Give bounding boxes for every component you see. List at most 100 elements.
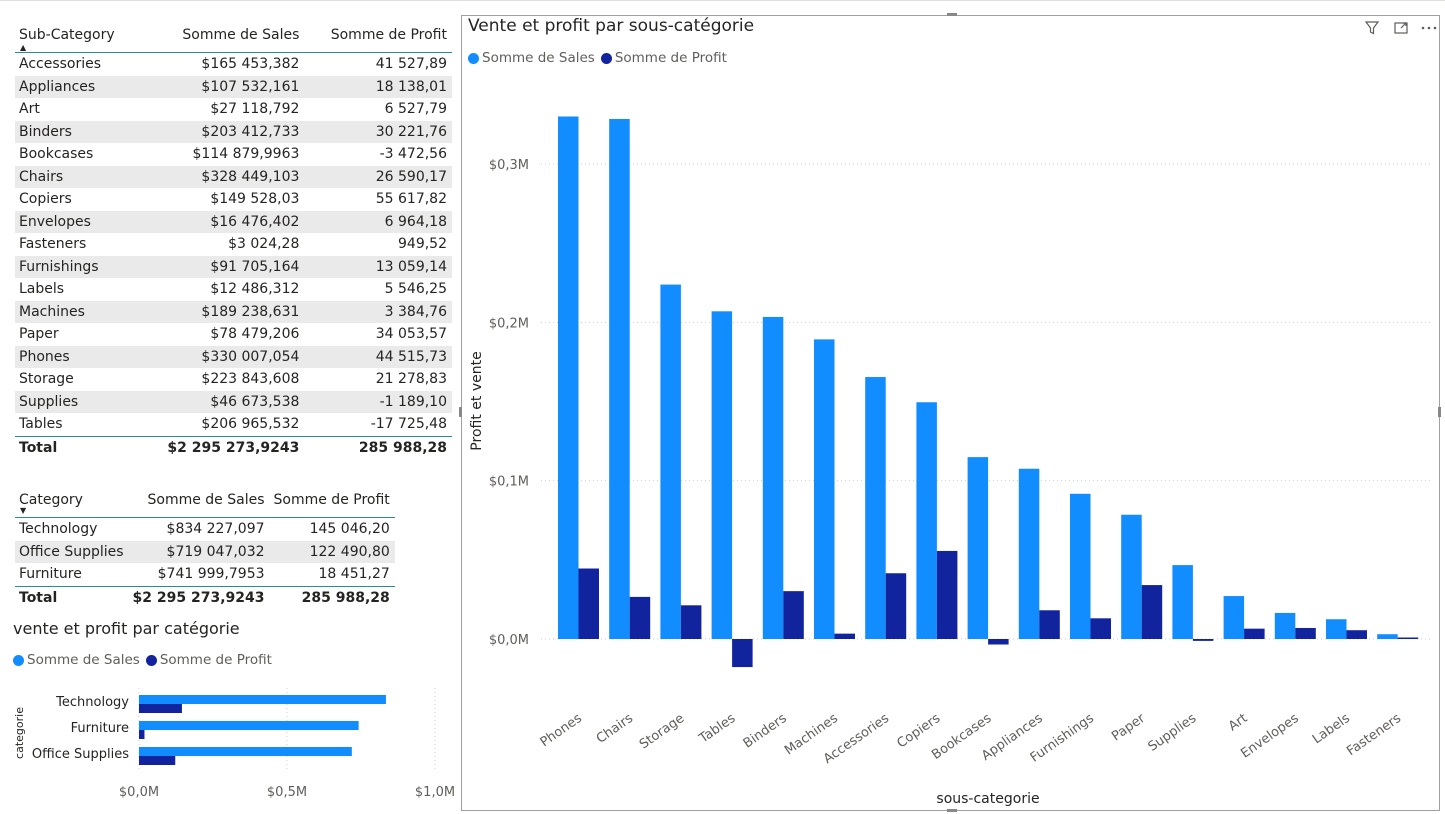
bar-sales [139, 695, 386, 704]
profit-cell: -3 472,56 [379, 146, 447, 163]
sort-ascending-icon[interactable]: ▲ [20, 43, 27, 52]
sales-cell: $330 007,054 [138, 345, 305, 368]
column-header-category[interactable]: Category [19, 492, 83, 508]
table-row[interactable]: Technology $834 227,097 145 046,20 [15, 518, 395, 541]
total-sales: $2 295 273,9243 [167, 439, 300, 456]
table-row[interactable]: Envelopes $16 476,402 6 964,18 [15, 210, 452, 233]
y-tick-label: $0,3M [489, 158, 529, 173]
table-row[interactable]: Supplies $46 673,538 -1 189,10 [15, 390, 452, 413]
row-label: Machines [15, 300, 139, 323]
column-header-sales[interactable]: Somme de Sales [182, 27, 300, 43]
bar-profit [680, 605, 702, 639]
table-row[interactable]: Furnishings $91 705,164 13 059,14 [15, 255, 452, 278]
sales-cell: $834 227,097 [166, 521, 265, 538]
table-row[interactable]: Furniture $741 999,7953 18 451,27 [15, 563, 395, 586]
table-row[interactable]: Art $27 118,792 6 527,79 [15, 98, 452, 121]
category-bar-chart[interactable]: $0,0M $0,5M $1,0M Technology Furniture Office… [0, 675, 460, 814]
row-label: Appliances [15, 75, 139, 98]
x-tick-label: Paper [1109, 711, 1148, 745]
row-label: Copiers [19, 191, 72, 208]
table-row[interactable]: Office Supplies $719 047,032 122 490,80 [15, 540, 395, 563]
bar-sales [1274, 612, 1296, 639]
row-label: Chairs [15, 165, 139, 188]
table-row[interactable]: Fasteners $3 024,28 949,52 [15, 233, 452, 256]
column-header-sales[interactable]: Somme de Sales [147, 492, 265, 508]
bar-profit [1090, 618, 1111, 639]
sales-cell: $149 528,03 [210, 191, 300, 208]
sales-cell: $3 024,28 [228, 236, 300, 253]
column-header-subcategory[interactable]: Sub-Category [19, 27, 115, 43]
table-row[interactable]: Copiers $149 528,03 55 617,82 [15, 188, 452, 211]
legend-item-profit[interactable]: Somme de Profit [145, 652, 272, 668]
legend-item-sales[interactable]: Somme de Sales [468, 50, 595, 66]
table-row[interactable]: Appliances $107 532,161 18 138,01 [15, 75, 452, 98]
column-header-profit[interactable]: Somme de Profit [330, 27, 447, 43]
bar-profit [1346, 630, 1367, 639]
legend-item-profit[interactable]: Somme de Profit [600, 50, 727, 66]
profit-cell: 34 053,57 [375, 326, 447, 343]
sales-cell: $27 118,792 [210, 101, 300, 118]
legend-label-sales: Somme de Sales [482, 50, 595, 66]
table-row[interactable]: Phones $330 007,054 44 515,73 [15, 345, 452, 368]
table-header-row: Category Somme de Sales Somme de Profit [15, 483, 395, 518]
table-row[interactable]: Paper $78 479,206 34 053,57 [15, 323, 452, 346]
resize-handle-bottom[interactable] [947, 809, 957, 812]
profit-cell: 122 490,80 [269, 540, 395, 563]
bar-profit [139, 730, 145, 739]
bar-profit [1397, 637, 1419, 639]
profit-cell: 26 590,17 [304, 165, 452, 188]
total-profit: 285 988,28 [358, 439, 447, 456]
x-tick-label: $0,5M [267, 785, 307, 800]
legend-item-sales[interactable]: Somme de Sales [13, 652, 140, 668]
bar-sales [967, 457, 989, 639]
table-row[interactable]: Labels $12 486,312 5 546,25 [15, 278, 452, 301]
focus-mode-icon[interactable] [1393, 20, 1409, 36]
bar-sales [558, 116, 579, 639]
sales-cell: $165 453,382 [201, 56, 300, 73]
x-tick-label: Chairs [594, 711, 636, 747]
y-tick-label: $0,2M [489, 316, 529, 331]
column-header-profit[interactable]: Somme de Profit [273, 492, 390, 508]
legend-dot-profit [600, 52, 612, 64]
y-tick-label: Technology [55, 695, 129, 710]
bar-sales [1377, 634, 1398, 639]
subcategory-bar-chart[interactable]: $0,0M $0,1M $0,2M $0,3M Phones Chairs Storage T… [461, 60, 1440, 808]
resize-handle-top[interactable] [947, 13, 957, 16]
bar-profit [1141, 585, 1163, 639]
profit-cell: 6 527,79 [384, 101, 447, 118]
table-row[interactable]: Chairs $328 449,103 26 590,17 [15, 165, 452, 188]
bar-profit [1295, 627, 1316, 639]
table-row[interactable]: Machines $189 238,631 3 384,76 [15, 300, 452, 323]
table-row[interactable]: Binders $203 412,733 30 221,76 [15, 120, 452, 143]
profit-cell: 30 221,76 [304, 120, 452, 143]
more-options-icon[interactable] [1420, 20, 1438, 36]
filter-icon[interactable] [1364, 20, 1380, 36]
sales-cell: $91 705,164 [138, 255, 305, 278]
bar-sales [1121, 514, 1142, 639]
profit-cell: 6 964,18 [304, 210, 452, 233]
row-label: Tables [19, 416, 63, 433]
total-label: Total [19, 439, 58, 456]
table-row[interactable]: Accessories $165 453,382 41 527,89 [15, 53, 452, 76]
bar-sales [711, 311, 733, 639]
resize-handle-right[interactable] [1438, 407, 1441, 417]
legend-dot-profit [145, 654, 157, 666]
sales-cell: $16 476,402 [138, 210, 305, 233]
x-tick-label: Art [1226, 711, 1250, 734]
row-label: Paper [19, 326, 59, 343]
sales-cell: $114 879,9963 [192, 146, 300, 163]
y-axis-title: categorie [13, 707, 26, 759]
sales-cell: $223 843,608 [201, 371, 300, 388]
resize-handle-left[interactable] [459, 407, 462, 417]
bar-profit [139, 704, 182, 713]
table-row[interactable]: Storage $223 843,608 21 278,83 [15, 368, 452, 391]
legend-dot-sales [468, 52, 479, 64]
total-label: Total [19, 589, 58, 606]
row-label: Storage [19, 371, 74, 388]
bar-sales [139, 721, 359, 730]
table-row[interactable]: Tables $206 965,532 -17 725,48 [15, 413, 452, 436]
table-row[interactable]: Bookcases $114 879,9963 -3 472,56 [15, 143, 452, 166]
x-tick-label: $0,0M [119, 785, 159, 800]
bar-profit [834, 633, 855, 639]
sort-descending-icon[interactable]: ▼ [20, 506, 27, 515]
